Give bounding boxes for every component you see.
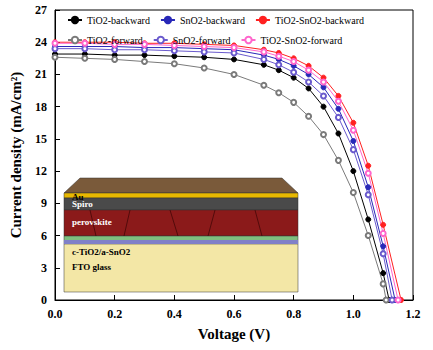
svg-text:FTO glass: FTO glass (72, 262, 112, 272)
svg-text:TiO2-SnO2-backward: TiO2-SnO2-backward (275, 15, 364, 26)
svg-text:1.2: 1.2 (406, 307, 421, 321)
svg-text:9: 9 (41, 196, 47, 210)
svg-text:SnO2-backward: SnO2-backward (180, 15, 245, 26)
svg-text:0.8: 0.8 (286, 307, 301, 321)
svg-text:15: 15 (35, 132, 47, 146)
svg-text:TiO2-SnO2-forward: TiO2-SnO2-forward (261, 35, 343, 46)
svg-text:c-TiO2/a-SnO2: c-TiO2/a-SnO2 (72, 247, 131, 257)
svg-text:Current density (mA/cm²): Current density (mA/cm²) (8, 72, 25, 239)
svg-text:18: 18 (35, 100, 47, 114)
svg-text:1.0: 1.0 (346, 307, 361, 321)
svg-text:Voltage (V): Voltage (V) (198, 326, 270, 343)
svg-text:0.0: 0.0 (48, 307, 63, 321)
svg-text:perovskite: perovskite (72, 217, 112, 227)
svg-text:3: 3 (41, 261, 47, 275)
svg-text:24: 24 (35, 35, 47, 49)
svg-text:0.6: 0.6 (227, 307, 242, 321)
svg-text:6: 6 (41, 229, 47, 243)
svg-text:SnO2-forward: SnO2-forward (173, 35, 231, 46)
svg-text:Spiro: Spiro (72, 199, 93, 209)
svg-text:21: 21 (35, 67, 47, 81)
svg-text:Au: Au (72, 191, 84, 202)
svg-text:0: 0 (41, 293, 47, 307)
svg-text:12: 12 (35, 164, 47, 178)
svg-text:0.2: 0.2 (107, 307, 122, 321)
svg-text:TiO2-forward: TiO2-forward (87, 35, 143, 46)
svg-text:TiO2-backward: TiO2-backward (87, 15, 150, 26)
svg-text:0.4: 0.4 (167, 307, 182, 321)
svg-text:27: 27 (35, 3, 47, 17)
